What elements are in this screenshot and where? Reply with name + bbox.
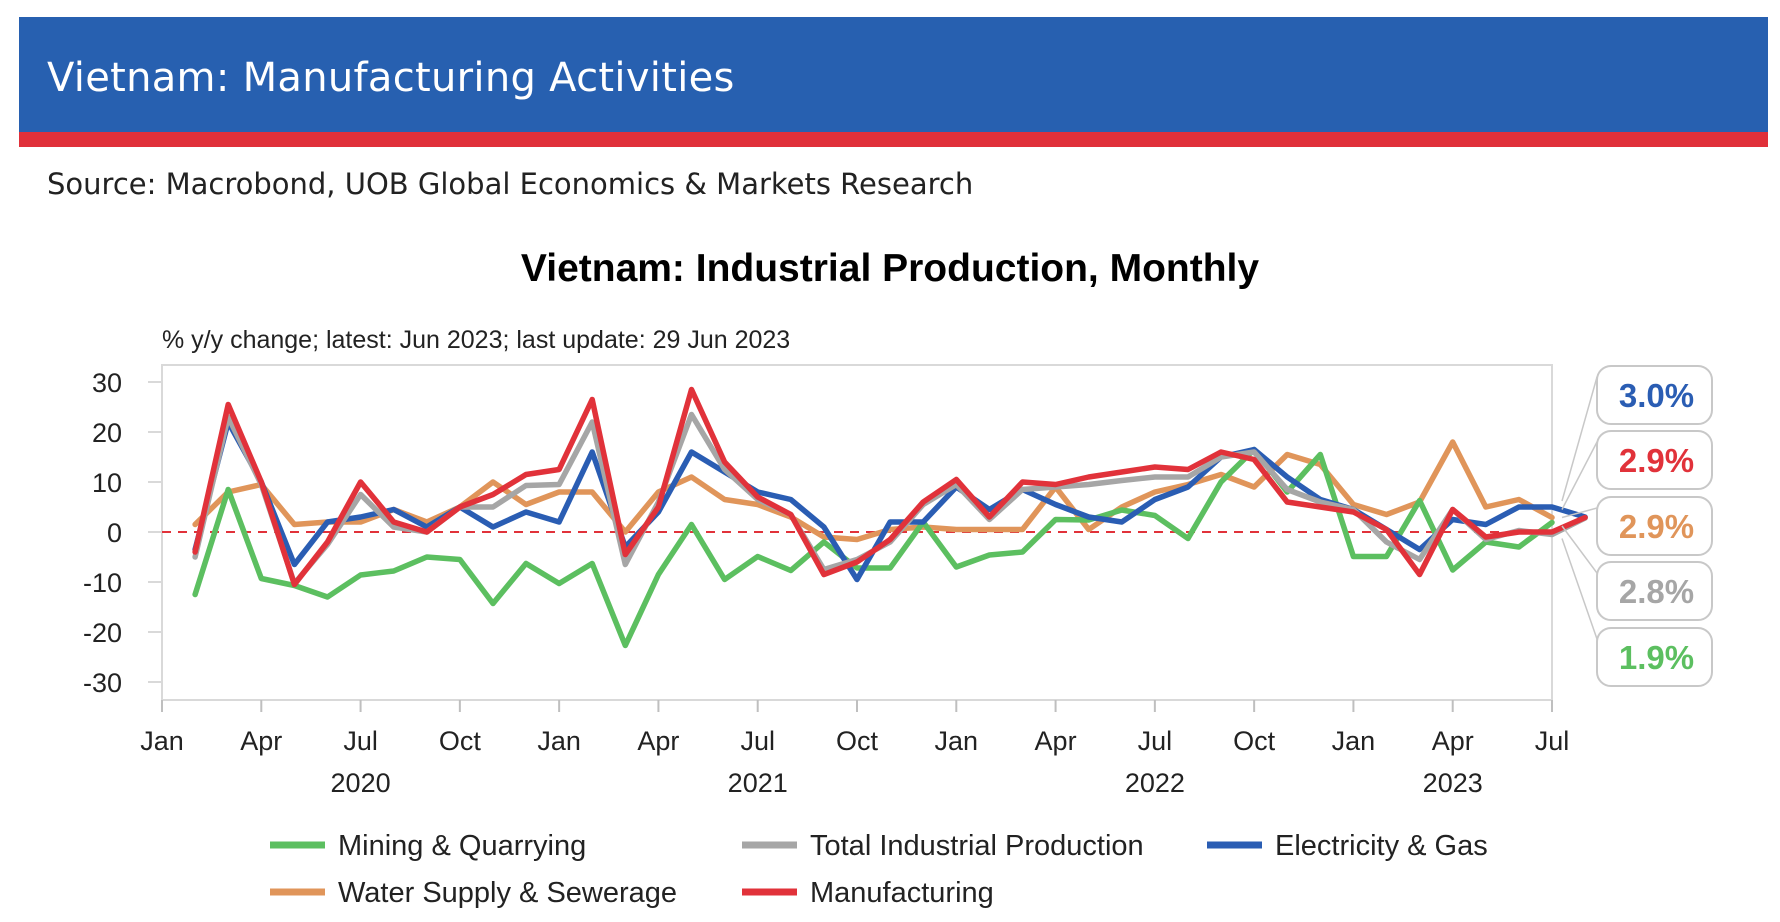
page-title: Vietnam: Manufacturing Activities — [47, 55, 735, 101]
source-note: Source: Macrobond, UOB Global Economics … — [47, 167, 974, 201]
legend-label: Total Industrial Production — [810, 830, 1144, 862]
year-label: 2022 — [1125, 768, 1185, 798]
x-tick-label: Jul — [343, 726, 378, 756]
x-tick-label: Apr — [1035, 726, 1077, 756]
y-tick-label: 10 — [92, 468, 122, 498]
y-tick-label: -30 — [83, 668, 122, 698]
y-tick-label: 0 — [107, 518, 122, 548]
chart-subtitle: % y/y change; latest: Jun 2023; last upd… — [162, 326, 790, 354]
x-tick-label: Jan — [1332, 726, 1376, 756]
y-tick-label: 20 — [92, 418, 122, 448]
header-bar: Vietnam: Manufacturing Activities — [19, 17, 1768, 132]
x-tick-label: Apr — [637, 726, 679, 756]
chart-title: Vietnam: Industrial Production, Monthly — [521, 247, 1259, 290]
x-tick-label: Apr — [240, 726, 282, 756]
legend-label: Manufacturing — [810, 877, 994, 909]
callout-leader — [1561, 441, 1598, 510]
x-tick-label: Jul — [1535, 726, 1570, 756]
legend-label: Mining & Quarrying — [338, 830, 586, 862]
x-tick-label: Jan — [140, 726, 184, 756]
callout-leader — [1561, 525, 1598, 605]
x-tick-label: Apr — [1432, 726, 1474, 756]
x-tick-label: Oct — [1233, 726, 1276, 756]
year-label: 2021 — [728, 768, 788, 798]
latest-value-label: 2.8% — [1619, 573, 1694, 610]
x-tick-label: Jul — [1138, 726, 1173, 756]
legend-label: Water Supply & Sewerage — [338, 877, 677, 909]
latest-value-box — [1596, 561, 1713, 621]
y-tick-label: -20 — [83, 618, 122, 648]
latest-value-box — [1596, 496, 1713, 556]
latest-value-box — [1596, 365, 1713, 425]
latest-value-label: 3.0% — [1619, 377, 1694, 414]
latest-value-label: 1.9% — [1619, 639, 1694, 676]
year-label: 2020 — [331, 768, 391, 798]
callout-leader — [1561, 376, 1598, 502]
latest-value-box — [1596, 430, 1713, 490]
latest-value-box — [1596, 627, 1713, 687]
series-line-manufacturing — [192, 386, 1588, 588]
x-tick-label: Jul — [740, 726, 775, 756]
x-tick-label: Oct — [439, 726, 482, 756]
x-tick-label: Jan — [537, 726, 581, 756]
y-tick-label: 30 — [92, 368, 122, 398]
x-tick-label: Oct — [836, 726, 879, 756]
series-line-mining-quarrying — [192, 446, 1555, 649]
latest-value-label: 2.9% — [1619, 442, 1694, 479]
legend-label: Electricity & Gas — [1275, 830, 1488, 862]
latest-value-label: 2.9% — [1619, 508, 1694, 545]
callout-leader — [1561, 538, 1598, 671]
year-label: 2023 — [1423, 768, 1483, 798]
header-stripe — [19, 132, 1768, 147]
y-tick-label: -10 — [83, 568, 122, 598]
x-tick-label: Jan — [935, 726, 979, 756]
